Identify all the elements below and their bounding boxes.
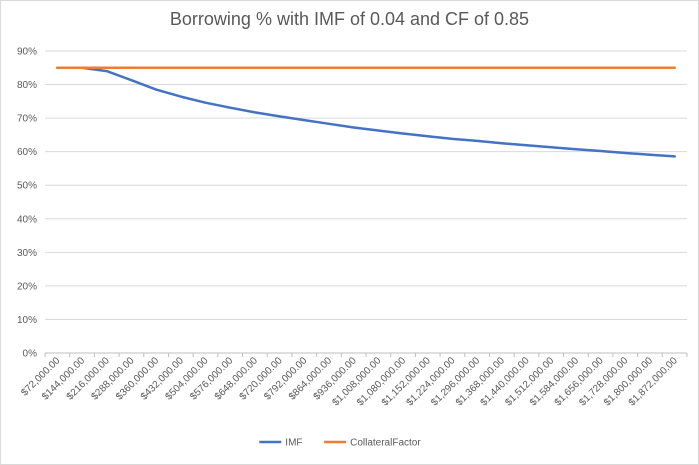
- chart-title: Borrowing % with IMF of 0.04 and CF of 0…: [169, 9, 530, 29]
- legend-label-imf: IMF: [285, 438, 302, 449]
- y-tick-label: 40%: [17, 214, 37, 225]
- series-line-imf: [56, 66, 676, 158]
- y-tick-label: 20%: [17, 281, 37, 292]
- y-tick-label: 90%: [17, 47, 37, 58]
- y-tick-label: 50%: [17, 181, 37, 192]
- y-tick-label: 60%: [17, 147, 37, 158]
- y-tick-label: 0%: [23, 349, 38, 360]
- y-tick-label: 80%: [17, 80, 37, 91]
- y-tick-label: 70%: [17, 114, 37, 125]
- y-tick-label: 30%: [17, 248, 37, 259]
- y-tick-label: 10%: [17, 315, 37, 326]
- legend-label-collateralfactor: CollateralFactor: [350, 438, 421, 449]
